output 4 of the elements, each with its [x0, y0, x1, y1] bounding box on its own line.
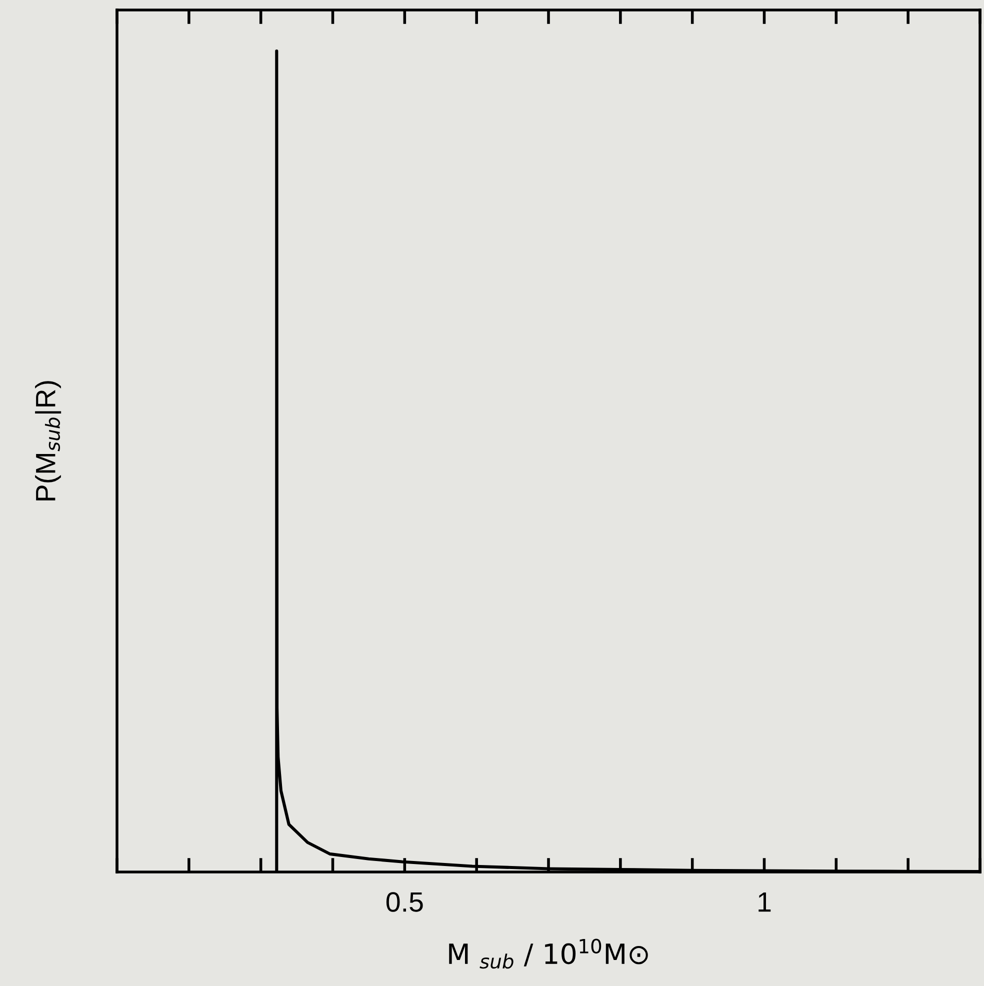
x-tick-label: 1 [758, 892, 771, 912]
y-axis-title: P(M$_{sub}$|R) [35, 381, 62, 500]
x-tick-label: 0.5 [386, 892, 423, 912]
x-axis-title: M $_{sub}$ / 10$^{10}$M⊙ [449, 938, 648, 969]
